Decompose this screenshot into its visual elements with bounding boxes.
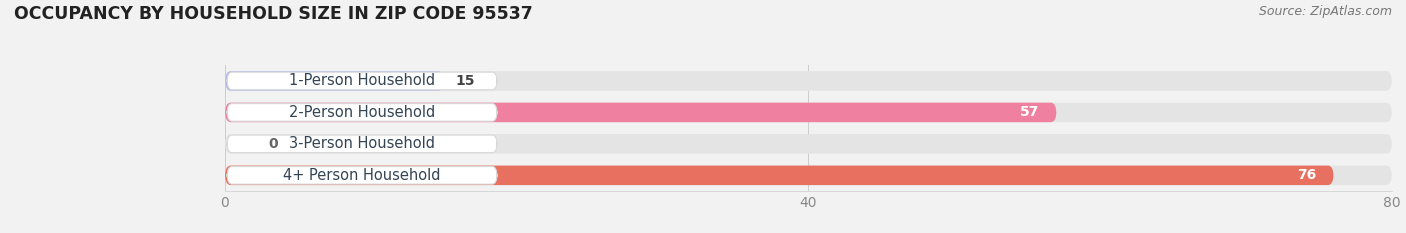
FancyBboxPatch shape xyxy=(228,135,496,153)
Text: 4+ Person Household: 4+ Person Household xyxy=(284,168,441,183)
FancyBboxPatch shape xyxy=(228,104,496,121)
Text: OCCUPANCY BY HOUSEHOLD SIZE IN ZIP CODE 95537: OCCUPANCY BY HOUSEHOLD SIZE IN ZIP CODE … xyxy=(14,5,533,23)
Text: 15: 15 xyxy=(456,74,475,88)
Text: 1-Person Household: 1-Person Household xyxy=(290,73,434,89)
FancyBboxPatch shape xyxy=(225,134,1392,154)
FancyBboxPatch shape xyxy=(225,71,1392,91)
FancyBboxPatch shape xyxy=(225,166,1392,185)
Text: Source: ZipAtlas.com: Source: ZipAtlas.com xyxy=(1258,5,1392,18)
Text: 57: 57 xyxy=(1019,105,1039,120)
FancyBboxPatch shape xyxy=(225,71,444,91)
Text: 3-Person Household: 3-Person Household xyxy=(290,136,434,151)
FancyBboxPatch shape xyxy=(225,166,1334,185)
FancyBboxPatch shape xyxy=(228,72,496,90)
FancyBboxPatch shape xyxy=(225,103,1056,122)
Text: 0: 0 xyxy=(269,137,278,151)
Text: 76: 76 xyxy=(1296,168,1316,182)
Text: 2-Person Household: 2-Person Household xyxy=(290,105,436,120)
FancyBboxPatch shape xyxy=(228,167,496,184)
FancyBboxPatch shape xyxy=(225,103,1392,122)
